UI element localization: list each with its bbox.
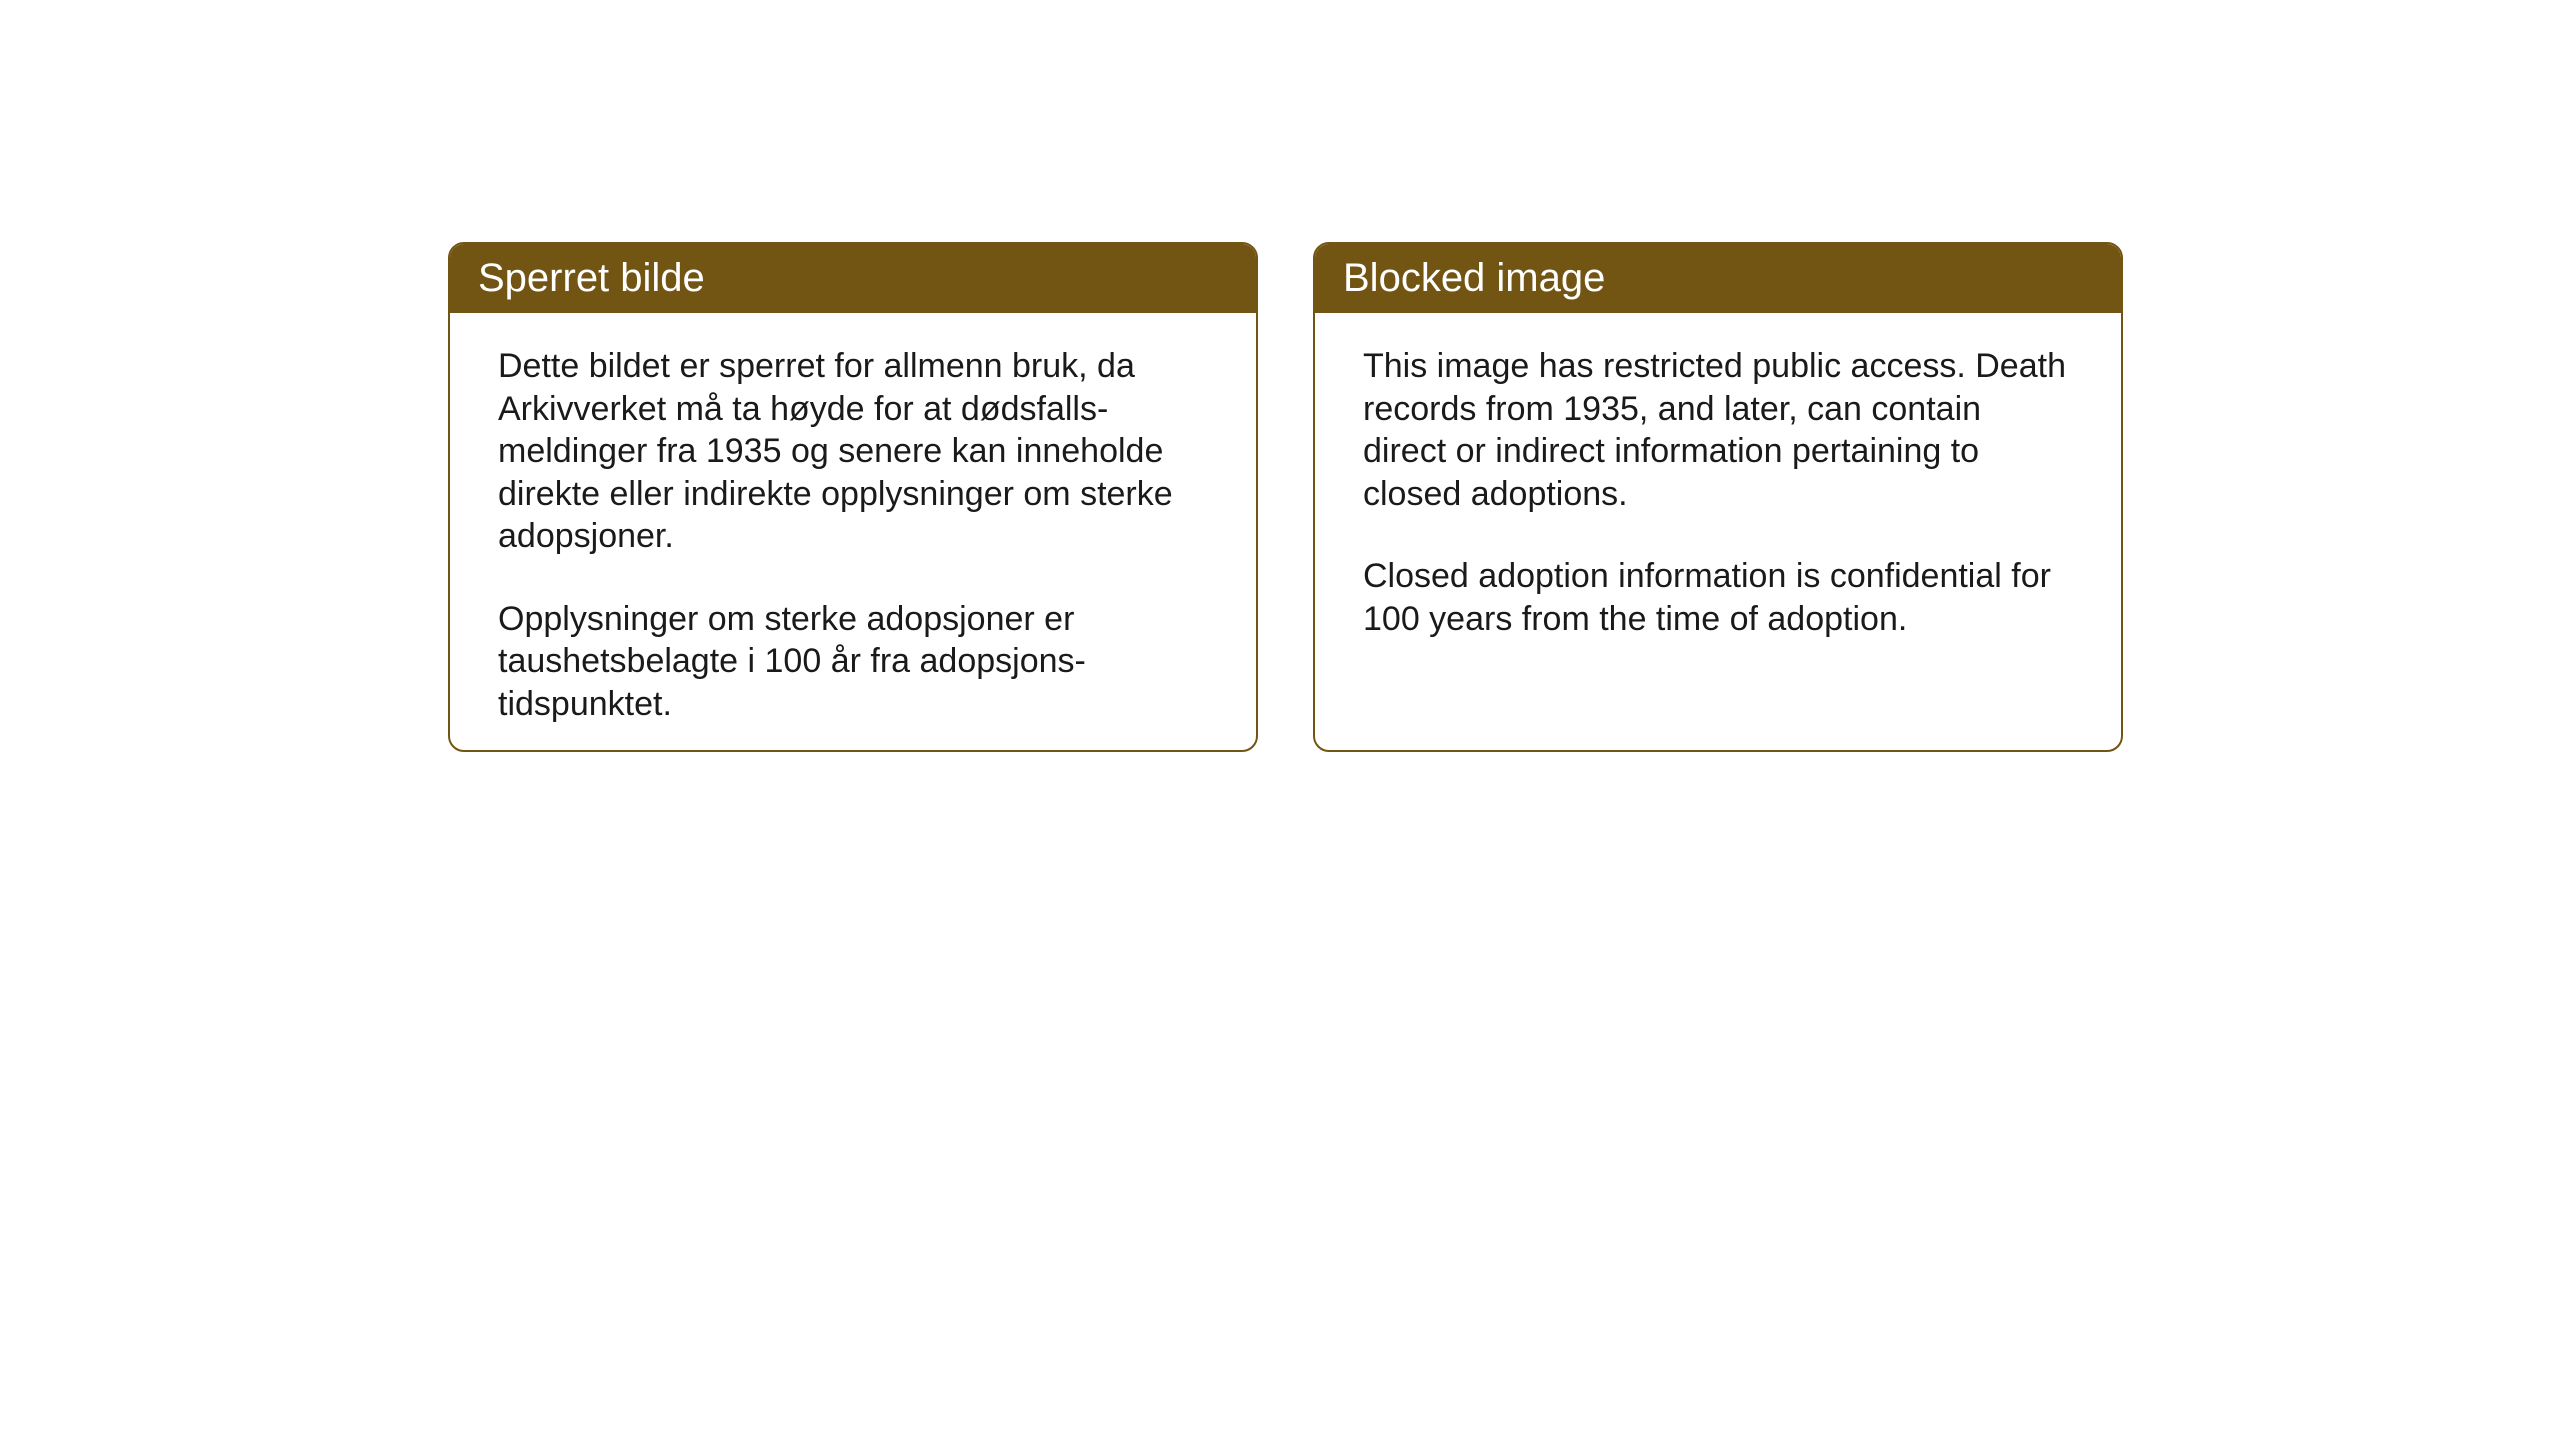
notice-body-norwegian: Dette bildet er sperret for allmenn bruk… xyxy=(450,313,1256,752)
notice-container: Sperret bilde Dette bildet er sperret fo… xyxy=(448,242,2123,752)
notice-box-english: Blocked image This image has restricted … xyxy=(1313,242,2123,752)
notice-header-english: Blocked image xyxy=(1315,244,2121,313)
notice-paragraph: Opplysninger om sterke adopsjoner er tau… xyxy=(498,598,1208,726)
notice-box-norwegian: Sperret bilde Dette bildet er sperret fo… xyxy=(448,242,1258,752)
notice-paragraph: Dette bildet er sperret for allmenn bruk… xyxy=(498,345,1208,558)
notice-body-english: This image has restricted public access.… xyxy=(1315,313,2121,672)
notice-paragraph: This image has restricted public access.… xyxy=(1363,345,2073,515)
notice-header-norwegian: Sperret bilde xyxy=(450,244,1256,313)
notice-paragraph: Closed adoption information is confident… xyxy=(1363,555,2073,640)
